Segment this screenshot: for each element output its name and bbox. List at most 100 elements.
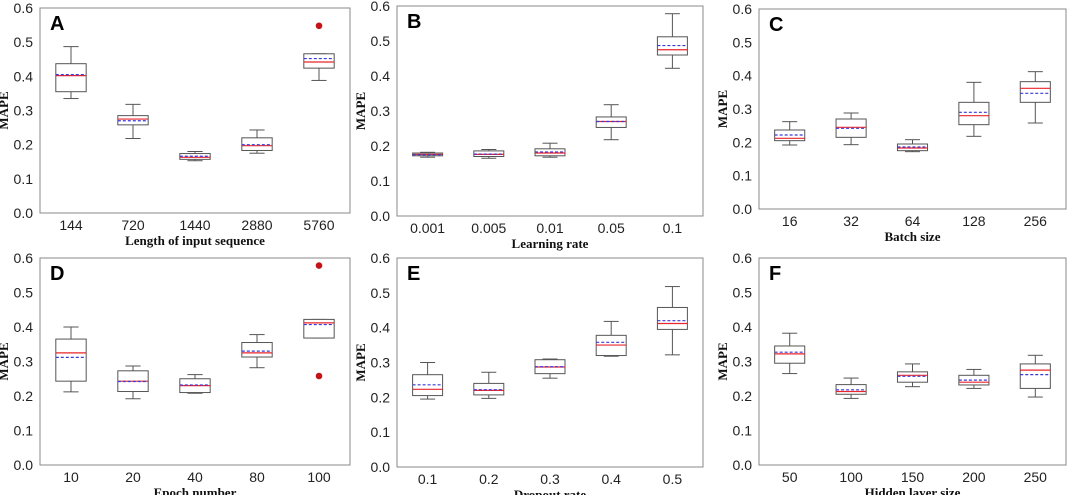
x-tick-label: 250 <box>1024 469 1048 485</box>
iqr-box <box>896 371 929 383</box>
x-tick-label: 0.01 <box>536 220 563 236</box>
panel-f: 0.0 0.1 0.2 0.3 0.4 0.5 0.6 MAPE 50 100 150 200 250 H… <box>715 250 1067 495</box>
box-50 <box>774 332 806 375</box>
y-tick-label: 0.1 <box>733 423 753 439</box>
iqr-box <box>241 342 273 358</box>
box-200 <box>958 368 990 389</box>
y-tick-label: 0.4 <box>371 320 391 336</box>
box-100 <box>303 262 335 380</box>
box-2880 <box>241 129 273 154</box>
y-axis-label: MAPE <box>715 90 730 128</box>
y-tick-label: 0.4 <box>371 68 391 84</box>
box-10 <box>55 326 87 393</box>
box-100 <box>835 377 867 399</box>
x-tick-label: 200 <box>962 469 986 485</box>
outlier-point <box>315 262 323 269</box>
box-80 <box>241 334 273 369</box>
x-axis-label: Dropout rate <box>514 487 587 495</box>
y-tick-label: 0.0 <box>371 208 391 224</box>
y-tick-label: 0.6 <box>14 0 34 16</box>
y-tick-label: 0.2 <box>14 388 34 404</box>
x-axis-label: Learning rate <box>512 236 589 251</box>
x-tick-label: 150 <box>901 469 925 485</box>
y-axis-label: MAPE <box>715 342 730 380</box>
y-tick-label: 0.5 <box>14 34 34 50</box>
x-tick-label: 0.1 <box>663 220 683 236</box>
x-axis-label: Length of input sequence <box>125 233 265 248</box>
x-tick-label: 0.005 <box>471 220 506 236</box>
box-0.05 <box>595 104 627 141</box>
x-tick-label: 32 <box>843 213 859 229</box>
y-tick-label: 0.0 <box>14 205 34 221</box>
plot-frame <box>39 7 351 214</box>
x-tick-label: 0.4 <box>601 471 621 487</box>
x-tick-label: 10 <box>63 469 79 485</box>
y-tick-label: 0.1 <box>733 168 753 184</box>
y-tick-label: 0.1 <box>371 173 391 189</box>
y-tick-label: 0.0 <box>14 457 34 473</box>
iqr-box <box>55 338 87 382</box>
plot-frame <box>39 257 351 466</box>
plot-frame <box>758 8 1067 210</box>
x-tick-label: 50 <box>782 469 798 485</box>
box-32 <box>835 112 867 146</box>
y-axis-label: MAPE <box>353 92 368 130</box>
box-0.5 <box>656 286 688 356</box>
x-tick-label: 100 <box>839 469 863 485</box>
box-720 <box>117 103 149 140</box>
x-tick-label: 0.3 <box>540 471 560 487</box>
y-tick-label: 0.0 <box>371 459 391 475</box>
y-axis-label: MAPE <box>353 343 368 381</box>
iqr-box <box>656 306 688 330</box>
box-128 <box>958 81 990 137</box>
y-tick-label: 0.6 <box>733 250 753 266</box>
x-tick-label: 0.5 <box>663 471 683 487</box>
box-256 <box>1019 71 1051 124</box>
y-tick-label: 0.1 <box>371 424 391 440</box>
x-axis-label: Hidden layer size <box>865 485 961 495</box>
panel-e: 0.0 0.1 0.2 0.3 0.4 0.5 0.6 MAPE 0.1 0.2 0.3 0.4 0.5… <box>353 250 704 495</box>
box-144 <box>55 46 87 100</box>
y-tick-label: 0.5 <box>733 34 753 50</box>
y-tick-label: 0.2 <box>371 389 391 405</box>
x-tick-label: 0.1 <box>418 471 438 487</box>
iqr-box <box>958 101 990 126</box>
x-tick-label: 0.001 <box>410 220 445 236</box>
x-tick-label: 80 <box>249 469 265 485</box>
panel-letter: D <box>50 263 64 285</box>
x-tick-label: 100 <box>307 469 331 485</box>
y-tick-label: 0.3 <box>14 103 34 119</box>
x-tick-label: 144 <box>59 217 83 233</box>
y-tick-label: 0.2 <box>14 137 34 153</box>
y-tick-label: 0.6 <box>371 250 391 266</box>
x-tick-label: 0.2 <box>479 471 499 487</box>
panel-letter: E <box>407 263 420 285</box>
plot-frame <box>396 5 704 217</box>
box-0.1 <box>412 362 444 400</box>
iqr-box <box>595 116 627 128</box>
plot-frame <box>396 257 704 468</box>
panel-d: 0.0 0.1 0.2 0.3 0.4 0.5 0.6 MAPE 10 20 40 80 100 Epoc… <box>0 250 351 495</box>
y-tick-label: 0.4 <box>733 319 753 335</box>
x-tick-label: 64 <box>905 213 921 229</box>
box-0.4 <box>595 320 627 357</box>
panel-letter: F <box>769 263 781 285</box>
panel-letter: C <box>769 14 783 36</box>
x-tick-label: 1440 <box>179 217 210 233</box>
y-tick-label: 0.0 <box>733 201 753 217</box>
y-tick-label: 0.5 <box>733 285 753 301</box>
iqr-box <box>1019 363 1051 389</box>
x-tick-label: 0.05 <box>598 220 625 236</box>
x-tick-label: 256 <box>1024 213 1048 229</box>
box-250 <box>1019 354 1051 398</box>
y-tick-label: 0.6 <box>371 0 391 14</box>
y-tick-label: 0.6 <box>14 250 34 266</box>
y-axis-label: MAPE <box>0 342 11 380</box>
x-tick-label: 16 <box>782 213 798 229</box>
box-0.2 <box>473 371 505 399</box>
box-1440 <box>179 151 211 162</box>
iqr-box <box>303 53 335 69</box>
y-tick-label: 0.4 <box>14 68 34 84</box>
outlier-point <box>315 372 323 380</box>
box-150 <box>896 363 929 388</box>
